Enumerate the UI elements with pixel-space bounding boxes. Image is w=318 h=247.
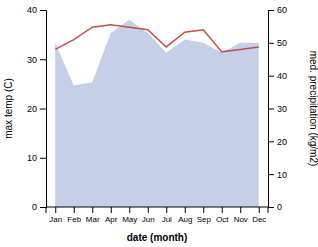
tick: Jul (162, 207, 172, 224)
plot: Jan Feb Mar Apr May Jun Jul Aug Sep Oct Nov Dec 0 10 2… (27, 5, 287, 223)
tick-label: 30 (27, 55, 37, 65)
y2-axis-title: med. precipitation (kg/m2) (308, 51, 318, 167)
tick-label: 40 (27, 5, 37, 15)
tick-label: Jul (162, 215, 172, 224)
tick-mark (268, 43, 274, 44)
tick-mark (259, 207, 260, 213)
tick-mark (240, 207, 241, 213)
tick-mark (268, 174, 274, 175)
tick: 10 (268, 170, 287, 180)
axis-line (46, 207, 268, 213)
tick: Mar (86, 207, 100, 224)
tick: Feb (67, 207, 81, 224)
tick-label: 40 (277, 71, 287, 81)
tick-label: Dec (252, 215, 266, 224)
tick: 60 (268, 5, 287, 15)
tick-label: Sep (197, 215, 212, 224)
x-axis: Jan Feb Mar Apr May Jun Jul Aug Sep Oct Nov Dec (46, 207, 268, 224)
tick-label: 60 (277, 5, 287, 15)
tick-label: May (122, 215, 137, 224)
tick-mark (92, 207, 93, 213)
tick-label: 10 (27, 153, 37, 163)
x-axis-title: date (month) (127, 232, 188, 243)
temp-line (55, 25, 259, 52)
tick: 20 (27, 104, 46, 114)
tick-mark (203, 207, 204, 213)
y-axis-title: max temp (C) (3, 78, 14, 139)
tick: 20 (268, 137, 287, 147)
tick-label: 30 (277, 104, 287, 114)
tick: 30 (268, 104, 287, 114)
y-axis: 0 10 20 30 40 (27, 5, 47, 212)
tick-mark (40, 10, 46, 11)
tick-label: 0 (32, 202, 37, 212)
tick: Aug (178, 207, 192, 224)
tick-label: Jan (49, 215, 62, 224)
tick-mark (268, 76, 274, 77)
precip-area (55, 20, 259, 207)
tick: Jan (49, 207, 62, 224)
tick-label: 10 (277, 170, 287, 180)
tick-label: Apr (105, 215, 118, 224)
tick-mark (185, 207, 186, 213)
tick-mark (268, 109, 274, 110)
tick: Nov (234, 207, 248, 224)
y2-axis: 0 10 20 30 40 50 60 (268, 5, 287, 212)
tick: Sep (197, 207, 212, 224)
tick: Dec (252, 207, 266, 224)
tick-mark (268, 10, 274, 11)
tick-mark (268, 141, 274, 142)
tick-mark (40, 207, 46, 208)
tick-label: 0 (277, 202, 282, 212)
axis-line (269, 11, 275, 208)
axis-line (40, 11, 47, 208)
marks (55, 20, 259, 207)
tick-mark (55, 207, 56, 213)
tick-label: Mar (86, 215, 100, 224)
tick: Apr (105, 207, 118, 224)
tick-mark (40, 59, 46, 60)
tick: Oct (216, 207, 229, 224)
tick: 40 (27, 5, 46, 15)
tick: 0 (32, 202, 46, 212)
tick-label: 20 (277, 137, 287, 147)
tick-mark (40, 109, 46, 110)
tick-label: Jun (142, 215, 155, 224)
tick-mark (222, 207, 223, 213)
tick: 50 (268, 38, 287, 48)
tick-mark (166, 207, 167, 213)
tick-mark (148, 207, 149, 213)
tick: May (122, 207, 137, 224)
tick-mark (268, 207, 274, 208)
tick-label: Feb (67, 215, 81, 224)
tick: 0 (268, 202, 282, 212)
tick-mark (40, 158, 46, 159)
tick: 10 (27, 153, 46, 163)
tick-mark (129, 207, 130, 213)
tick-label: 20 (27, 104, 37, 114)
tick-label: 50 (277, 38, 287, 48)
tick-label: Aug (178, 215, 192, 224)
tick-mark (74, 207, 75, 213)
tick-label: Nov (234, 215, 248, 224)
tick: Jun (142, 207, 155, 224)
tick-mark (111, 207, 112, 213)
tick-label: Oct (216, 215, 229, 224)
tick: 40 (268, 71, 287, 81)
tick: 30 (27, 55, 46, 65)
chart: Jan Feb Mar Apr May Jun Jul Aug Sep Oct Nov Dec 0 10 2… (0, 0, 318, 247)
